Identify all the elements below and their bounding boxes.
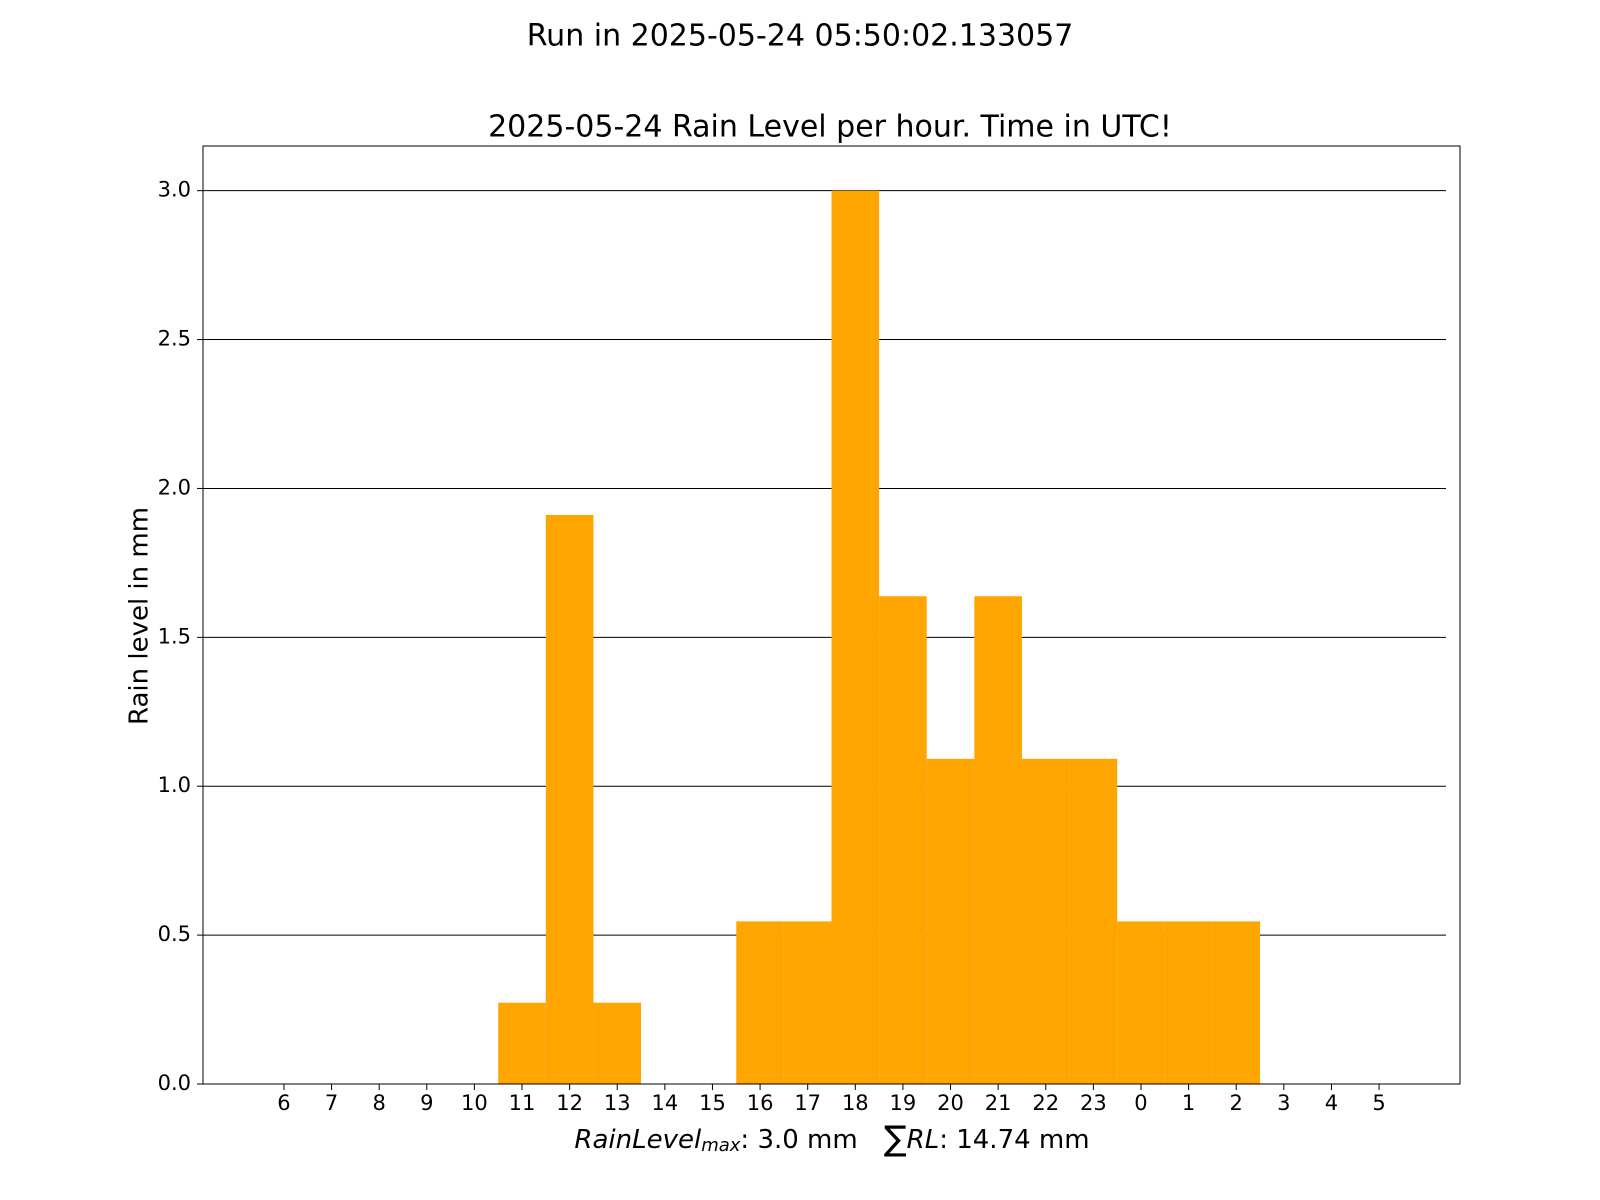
x-tick-label: 17 [794, 1091, 821, 1115]
y-tick-label: 1.5 [158, 624, 191, 648]
bar [593, 1002, 642, 1084]
x-label-part: RL [907, 1125, 940, 1155]
x-label-part: RainLevel [574, 1125, 702, 1155]
bar [879, 596, 927, 1084]
x-tick-label: 2 [1230, 1091, 1243, 1115]
bar [1021, 758, 1070, 1084]
x-tick-label: 11 [509, 1091, 536, 1115]
x-tick-label: 16 [747, 1091, 774, 1115]
bar [1117, 921, 1165, 1084]
x-tick-label: 12 [556, 1091, 583, 1115]
y-tick-label: 1.0 [158, 773, 191, 797]
y-tick-label: 0.5 [158, 922, 191, 946]
bar [1212, 921, 1261, 1084]
x-tick-label: 4 [1325, 1091, 1338, 1115]
x-tick-label: 13 [604, 1091, 631, 1115]
x-tick-label: 15 [699, 1091, 726, 1115]
x-tick-label: 21 [985, 1091, 1012, 1115]
bar [498, 1002, 546, 1084]
x-tick-label: 5 [1372, 1091, 1385, 1115]
x-label-part: max [701, 1135, 741, 1156]
x-tick-label: 1 [1182, 1091, 1195, 1115]
bar [783, 921, 832, 1084]
x-tick-label: 18 [842, 1091, 869, 1115]
x-label-part: ∑ [884, 1119, 907, 1159]
x-tick-label: 3 [1277, 1091, 1290, 1115]
x-label-part: : 3.0 mm [740, 1125, 857, 1155]
x-tick-label: 23 [1080, 1091, 1107, 1115]
x-tick-label: 6 [277, 1091, 290, 1115]
bar [545, 514, 594, 1084]
y-tick-label: 3.0 [158, 178, 191, 202]
bar [736, 921, 784, 1084]
x-tick-label: 19 [890, 1091, 917, 1115]
x-axis-label: RainLevelmax: 3.0 mm ∑RL: 14.74 mm [574, 1119, 1089, 1159]
x-tick-label: 22 [1032, 1091, 1059, 1115]
x-label-part: : 14.74 mm [939, 1125, 1089, 1155]
x-tick-label: 10 [461, 1091, 488, 1115]
chart-title: 2025-05-24 Rain Level per hour. Time in … [488, 110, 1172, 145]
x-tick-label: 9 [420, 1091, 433, 1115]
y-tick-label: 2.0 [158, 475, 191, 499]
y-tick-label: 0.0 [158, 1071, 191, 1095]
bar [974, 596, 1022, 1084]
plot-frame [202, 145, 1461, 1085]
x-tick-label: 14 [651, 1091, 678, 1115]
bar [1069, 758, 1118, 1084]
y-axis-label: Rain level in mm [125, 507, 155, 725]
x-tick-label: 7 [325, 1091, 338, 1115]
x-tick-label: 20 [937, 1091, 964, 1115]
bar [1164, 921, 1213, 1084]
bar [926, 758, 975, 1084]
x-tick-label: 0 [1134, 1091, 1147, 1115]
bar [831, 190, 880, 1084]
x-tick-label: 8 [372, 1091, 385, 1115]
suptitle: Run in 2025-05-24 05:50:02.133057 [527, 19, 1074, 54]
y-tick-label: 2.5 [158, 327, 191, 351]
